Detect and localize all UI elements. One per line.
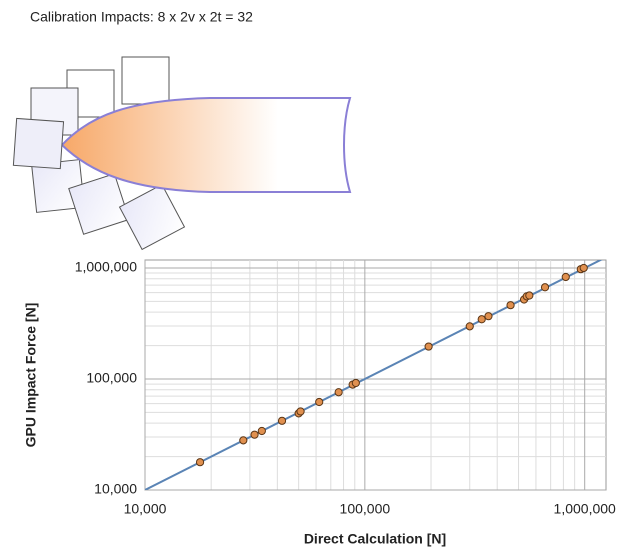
data-point [425, 343, 432, 350]
data-point [196, 459, 203, 466]
x-tick-label: 10,000 [124, 501, 167, 517]
y-axis-label: GPU Impact Force [N] [23, 303, 39, 448]
data-point [485, 313, 492, 320]
impact-diagram [13, 57, 350, 249]
caption: Calibration Impacts: 8 x 2v x 2t = 32 [30, 9, 253, 25]
x-tick-label: 100,000 [340, 501, 391, 517]
data-point [316, 398, 323, 405]
chart: 10,000 100,000 1,000,000 10,000 100,000 1,000… [75, 257, 616, 516]
x-axis-label: Direct Calculation [N] [304, 531, 446, 547]
y-tick-label: 100,000 [86, 370, 137, 386]
data-point [580, 264, 587, 271]
data-point [258, 427, 265, 434]
data-point [466, 323, 473, 330]
figure: Calibration Impacts: 8 x 2v x 2t = 32 10… [0, 0, 634, 553]
data-point [251, 431, 258, 438]
data-point [541, 284, 548, 291]
data-point [352, 379, 359, 386]
data-point [278, 417, 285, 424]
y-tick-label: 10,000 [94, 481, 137, 497]
data-point [240, 437, 247, 444]
data-point [562, 273, 569, 280]
data-point [526, 292, 533, 299]
x-tick-label: 1,000,000 [554, 501, 616, 517]
data-point [478, 316, 485, 323]
data-point [297, 408, 304, 415]
y-tick-label: 1,000,000 [75, 259, 137, 275]
data-point [335, 389, 342, 396]
data-point [507, 302, 514, 309]
